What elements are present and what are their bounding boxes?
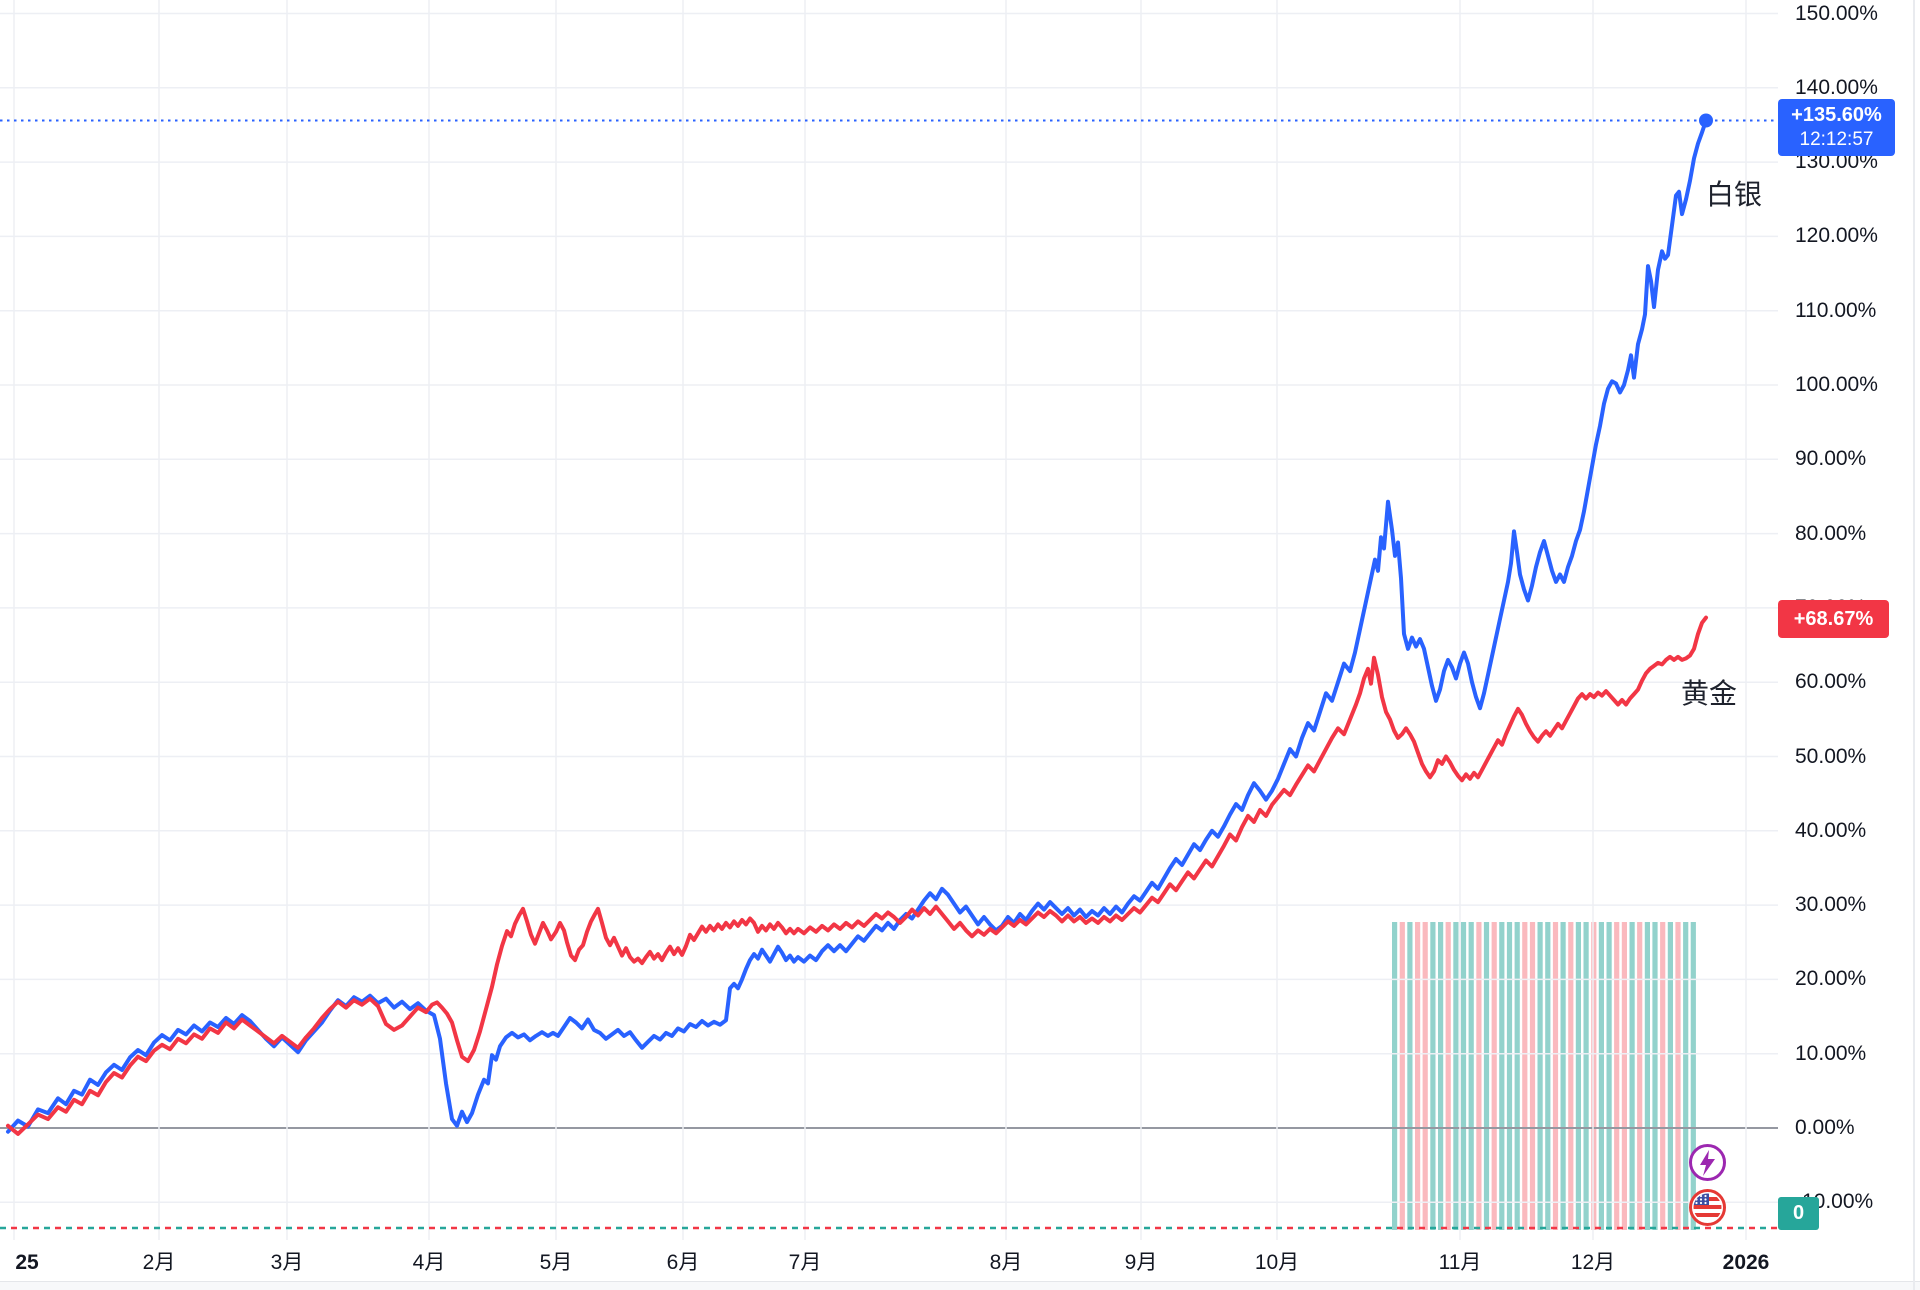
gold-price-value: +68.67%: [1793, 607, 1874, 630]
y-axis-label: 10.00%: [1795, 1042, 1867, 1065]
x-axis-label: 7月: [788, 1251, 822, 1274]
silver-price-value: +135.60%: [1791, 104, 1882, 127]
x-axis-label: 12月: [1570, 1251, 1616, 1274]
event-stripe: [1598, 922, 1604, 1230]
x-axis-label: 10月: [1254, 1251, 1300, 1274]
event-stripe: [1537, 922, 1543, 1230]
silver-series-label: 白银: [1706, 179, 1763, 210]
event-stripe: [1621, 922, 1627, 1230]
y-axis-label: 100.00%: [1795, 373, 1878, 396]
silver-last-price-dot: [1699, 113, 1713, 128]
right-edge-divider: [1913, 0, 1915, 1290]
event-stripe: [1660, 922, 1666, 1230]
event-stripe: [1614, 922, 1620, 1230]
event-stripe: [1667, 922, 1673, 1230]
y-axis-label: 20.00%: [1795, 967, 1867, 990]
event-stripe: [1552, 922, 1559, 1230]
y-axis-label: 110.00%: [1795, 299, 1877, 322]
event-stripe: [1399, 922, 1405, 1230]
y-axis-label: 120.00%: [1795, 224, 1878, 247]
gold-series-line: [6, 615, 1708, 1136]
silver-price-tag[interactable]: +135.60% 12:12:57: [1778, 99, 1895, 156]
lightning-icon[interactable]: [1688, 1143, 1727, 1182]
event-stripe: [1637, 922, 1643, 1230]
event-stripe: [1591, 922, 1597, 1230]
event-stripe: [1415, 922, 1421, 1230]
event-stripe: [1568, 922, 1574, 1230]
y-axis-label: 30.00%: [1795, 893, 1867, 916]
event-stripe: [1652, 922, 1658, 1230]
event-stripe: [1476, 922, 1482, 1230]
event-stripe: [1522, 922, 1528, 1230]
x-axis-label: 4月: [412, 1251, 446, 1274]
us-flag-icon[interactable]: [1688, 1188, 1727, 1227]
y-axis-label: 140.00%: [1795, 76, 1878, 99]
event-stripe: [1445, 922, 1451, 1230]
x-axis-label: 25: [15, 1251, 39, 1274]
x-axis-label: 2月: [142, 1251, 176, 1274]
y-axis-label: 40.00%: [1795, 819, 1867, 842]
event-stripe: [1453, 922, 1459, 1230]
event-stripe: [1407, 922, 1413, 1230]
y-axis-label: 60.00%: [1795, 670, 1867, 693]
us-flag-icon-svg: [1689, 1189, 1726, 1226]
event-stripe: [1460, 922, 1467, 1230]
event-stripe: [1499, 922, 1505, 1230]
event-stripe: [1491, 922, 1497, 1230]
event-stripe: [1683, 922, 1689, 1230]
event-stripe: [1690, 922, 1696, 1230]
event-stripe: [1468, 922, 1474, 1230]
y-axis-label: 0.00%: [1795, 1116, 1855, 1139]
event-stripe: [1483, 922, 1490, 1230]
event-stripe: [1514, 922, 1520, 1230]
gold-series-label: 黄金: [1681, 678, 1738, 709]
x-axis-label: 8月: [989, 1251, 1023, 1274]
gold-price-tag[interactable]: +68.67%: [1778, 600, 1889, 638]
event-stripe: [1560, 922, 1566, 1230]
y-axis-label: 50.00%: [1795, 745, 1867, 768]
x-axis-label: 6月: [666, 1251, 700, 1274]
event-stripe: [1675, 922, 1681, 1230]
y-axis-label: 90.00%: [1795, 447, 1867, 470]
event-stripe: [1422, 922, 1428, 1230]
window-bottom-strip: [0, 1281, 1920, 1290]
event-stripe: [1644, 922, 1650, 1230]
zero-count-badge[interactable]: 0: [1778, 1197, 1819, 1230]
event-stripe: [1583, 922, 1589, 1230]
x-axis-label: 11月: [1438, 1251, 1482, 1274]
silver-countdown-timer: 12:12:57: [1799, 129, 1874, 151]
x-axis-label: 3月: [270, 1251, 304, 1274]
y-axis-label: 80.00%: [1795, 522, 1867, 545]
event-stripe: [1529, 922, 1536, 1230]
event-stripe: [1438, 922, 1444, 1230]
x-axis-label: 2026: [1722, 1251, 1770, 1274]
lightning-icon-svg: [1689, 1144, 1726, 1181]
event-stripe: [1506, 922, 1513, 1230]
event-stripe: [1629, 922, 1635, 1230]
event-stripe: [1575, 922, 1581, 1230]
y-axis-label: 150.00%: [1795, 2, 1878, 25]
event-stripe: [1606, 922, 1612, 1230]
x-axis-label: 9月: [1124, 1251, 1158, 1274]
event-stripe: [1545, 922, 1551, 1230]
x-axis-label: 5月: [539, 1251, 573, 1274]
event-stripe: [1430, 922, 1436, 1230]
event-stripe: [1392, 922, 1398, 1230]
